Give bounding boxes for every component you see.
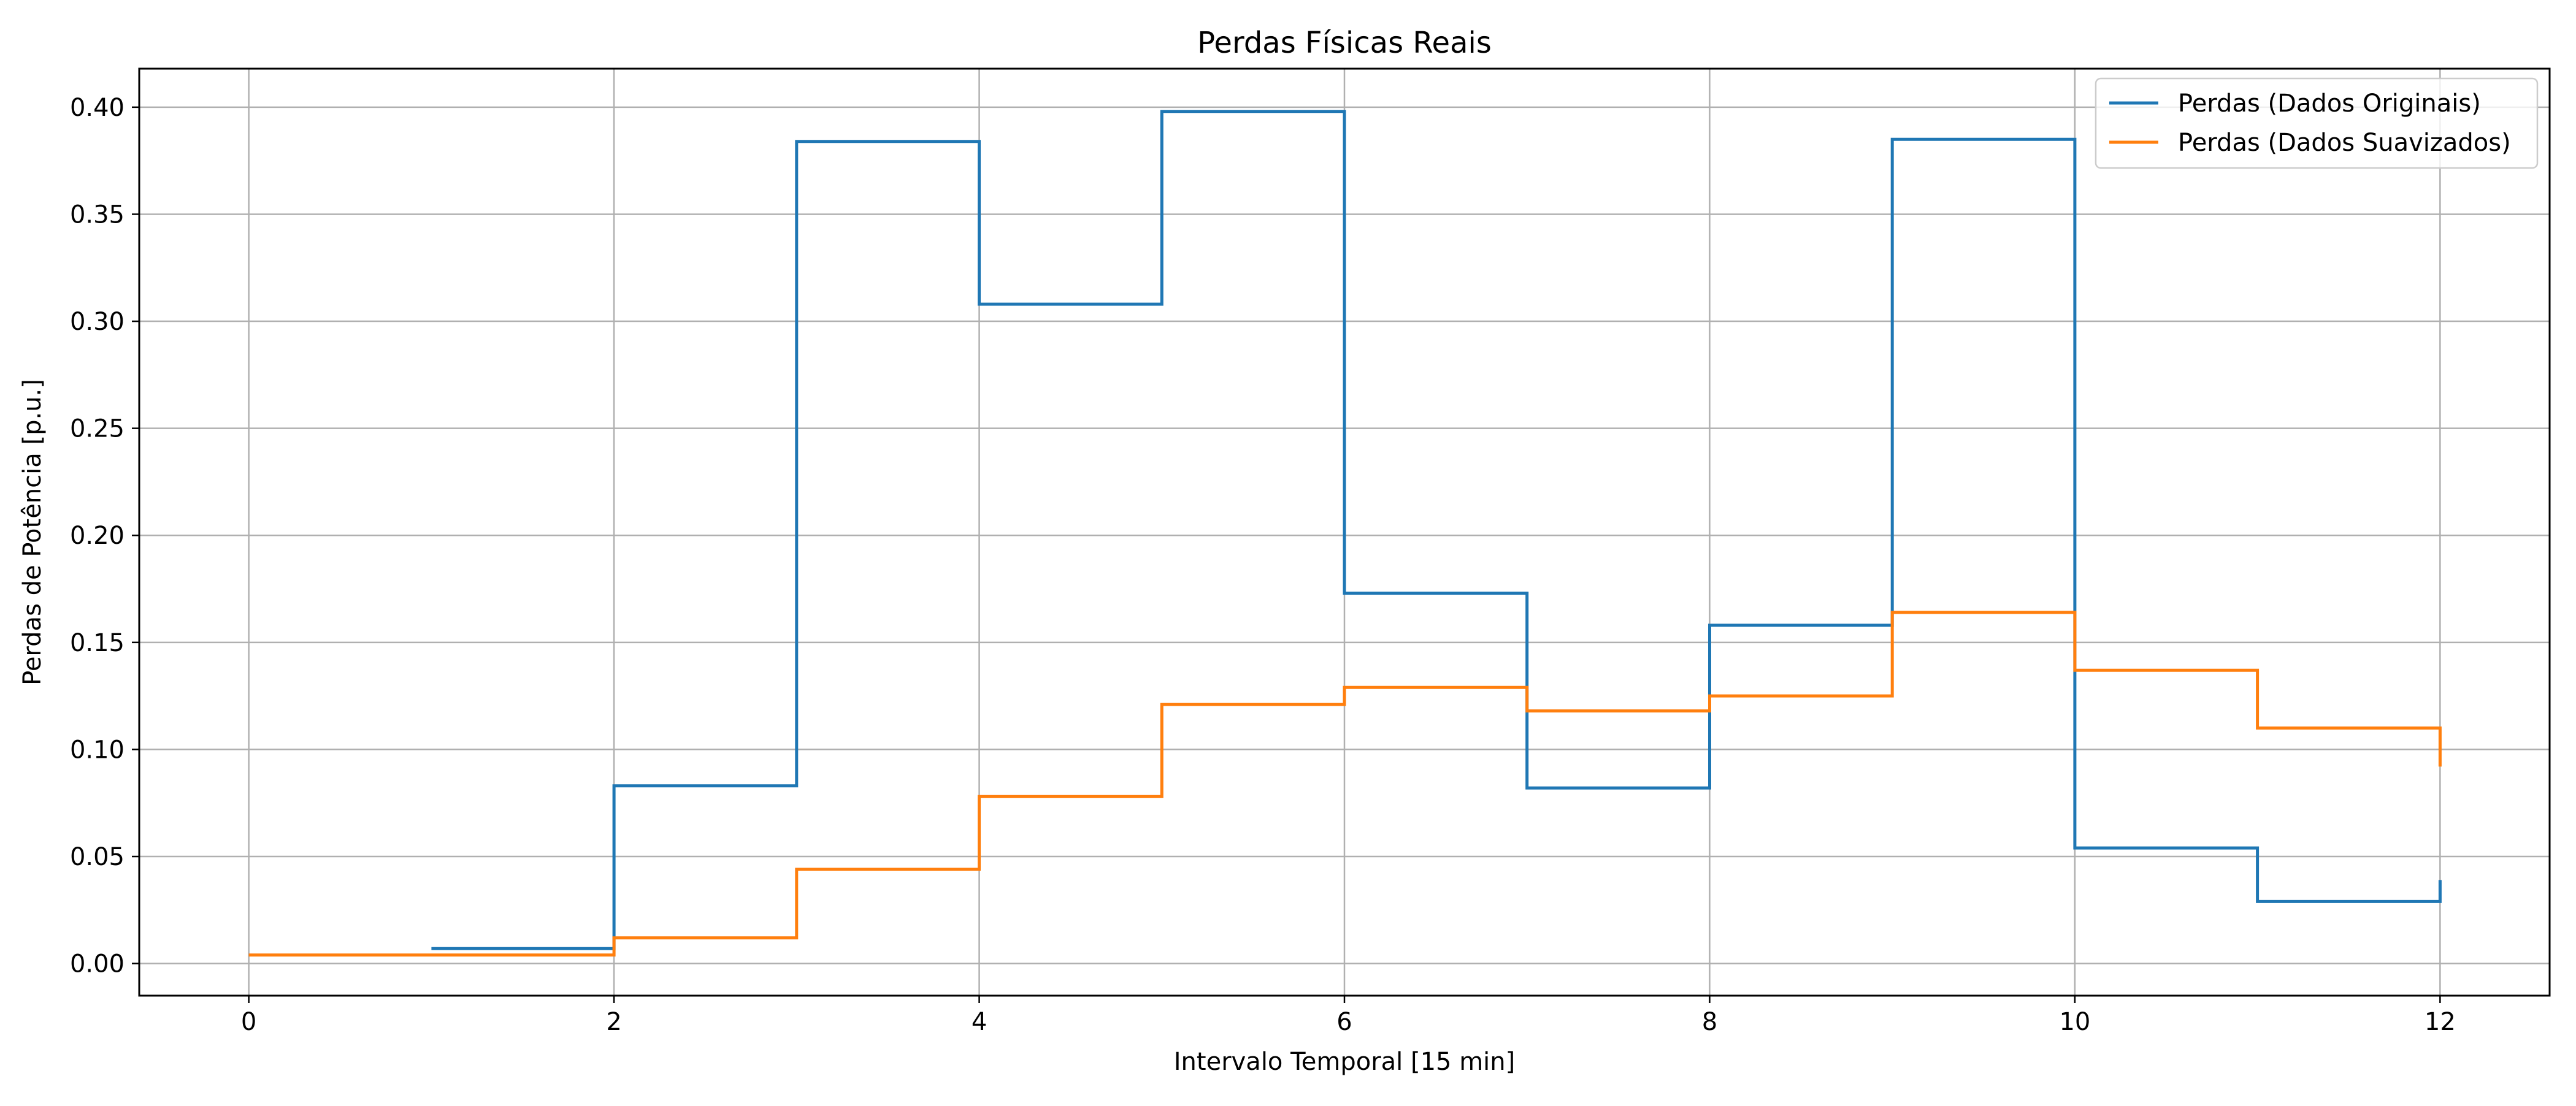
y-tick-label: 0.25 — [70, 415, 125, 443]
y-tick-label: 0.05 — [70, 843, 125, 871]
ticks: 0 2 4 6 8 10 12 0.00 0.05 0.10 0.15 0.20 0.25 0.30 0.3… — [70, 94, 2456, 1036]
series-lines — [248, 110, 2442, 957]
legend: Perdas (Dados Originais) Perdas (Dados S… — [2095, 77, 2539, 169]
legend-label-smoothed: Perdas (Dados Suavizados) — [2178, 129, 2511, 157]
y-axis-label: Perdas de Potência [p.u.] — [18, 379, 47, 685]
x-tick-label: 4 — [972, 1008, 987, 1036]
y-tick-label: 0.15 — [70, 629, 125, 657]
y-tick-label: 0.30 — [70, 308, 125, 336]
x-tick-label: 0 — [241, 1008, 256, 1036]
x-tick-label: 10 — [2059, 1008, 2090, 1036]
series-line-smoothed — [248, 611, 2442, 957]
y-tick-label: 0.20 — [70, 522, 125, 550]
y-tick-label: 0.10 — [70, 736, 125, 764]
x-axis-label: Intervalo Temporal [15 min] — [1174, 1048, 1515, 1076]
chart-title: Perdas Físicas Reais — [1197, 26, 1492, 60]
series-line-original — [431, 110, 2442, 950]
legend-label-original: Perdas (Dados Originais) — [2178, 90, 2481, 118]
y-tick-label: 0.40 — [70, 94, 125, 122]
x-tick-label: 12 — [2425, 1008, 2456, 1036]
y-tick-label: 0.35 — [70, 200, 125, 229]
x-tick-label: 2 — [606, 1008, 621, 1036]
x-tick-label: 8 — [1702, 1008, 1717, 1036]
legend-box — [2095, 77, 2539, 169]
y-tick-label: 0.00 — [70, 950, 125, 978]
x-tick-label: 6 — [1336, 1008, 1352, 1036]
